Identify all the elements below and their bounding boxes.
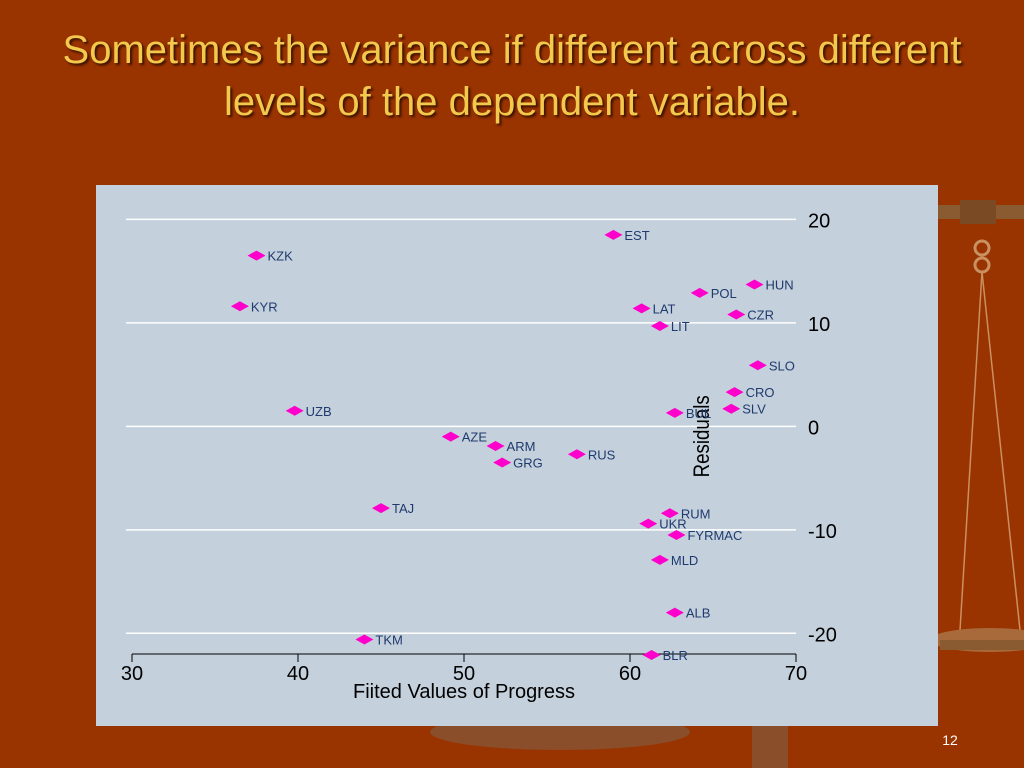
data-point-label: CZR	[747, 308, 774, 323]
x-tick-label: 60	[619, 663, 641, 685]
y-tick-label: 0	[808, 417, 819, 439]
data-point	[247, 250, 266, 261]
data-point-label: SLO	[769, 358, 795, 373]
data-point-label: TKM	[375, 633, 402, 648]
y-tick-label: -20	[808, 624, 837, 646]
data-point	[486, 440, 505, 451]
data-point-label: UZB	[306, 404, 332, 419]
data-point	[567, 449, 586, 460]
slide-title: Sometimes the variance if different acro…	[62, 28, 962, 124]
data-point	[355, 634, 374, 645]
data-point-label: FYRMAC	[687, 528, 742, 543]
data-point	[725, 387, 744, 398]
y-tick-label: 10	[808, 314, 830, 336]
data-point-label: ALB	[686, 606, 711, 621]
data-point	[604, 229, 623, 240]
data-point	[230, 301, 249, 312]
data-point	[639, 518, 658, 529]
x-tick-label: 40	[287, 663, 309, 685]
data-point	[660, 508, 679, 519]
data-point	[650, 554, 669, 565]
data-point	[285, 405, 304, 416]
data-point-label: LIT	[671, 319, 690, 334]
data-point	[745, 279, 764, 290]
data-point	[372, 503, 390, 514]
data-point-label: MLD	[671, 553, 698, 568]
data-point	[642, 650, 661, 661]
data-point-label: SLV	[742, 402, 766, 417]
data-point-label: RUS	[588, 447, 616, 462]
x-tick-label: 50	[453, 663, 475, 685]
data-point-label: CRO	[746, 385, 775, 400]
y-axis-label: Residuals	[691, 395, 715, 477]
x-axis-label: Fiited Values of Progress	[353, 681, 575, 703]
data-point-label: TAJ	[392, 501, 414, 516]
y-tick-label: -10	[808, 521, 837, 543]
data-point-label: ARM	[507, 439, 536, 454]
data-point	[665, 407, 684, 418]
y-tick-label: 20	[808, 210, 830, 232]
x-tick-label: 30	[121, 663, 143, 685]
data-point	[722, 403, 741, 414]
data-point-label: EST	[624, 228, 649, 243]
data-point	[727, 309, 746, 320]
data-point-label: BLR	[663, 648, 688, 663]
data-point	[667, 529, 686, 540]
data-point	[665, 607, 684, 618]
residual-scatter-plot: 20 10 0 -10 -20 30 40 50 60 70 Fiited Values of Pr…	[121, 210, 837, 703]
data-point	[493, 457, 512, 468]
data-point-label: UKR	[659, 517, 686, 532]
data-point-label: GRG	[513, 456, 543, 471]
data-point-label: HUN	[766, 278, 794, 293]
data-point-label: KYR	[251, 299, 278, 314]
data-point-label: LAT	[653, 301, 676, 316]
data-point	[650, 320, 669, 331]
plot-panel: 20 10 0 -10 -20 30 40 50 60 70 Fiited Values of Pr…	[96, 185, 938, 726]
data-point-label: KZK	[268, 249, 294, 264]
data-point-label: POL	[711, 286, 737, 301]
data-point	[748, 360, 767, 371]
data-point	[632, 303, 651, 314]
data-point	[690, 287, 709, 298]
x-tick-label: 70	[785, 663, 807, 685]
slide-number: 12	[942, 732, 958, 748]
data-point-label: AZE	[462, 430, 488, 445]
data-point	[441, 431, 460, 442]
data-point-label: RUM	[681, 506, 711, 521]
data-point-label: BUL	[686, 406, 711, 421]
